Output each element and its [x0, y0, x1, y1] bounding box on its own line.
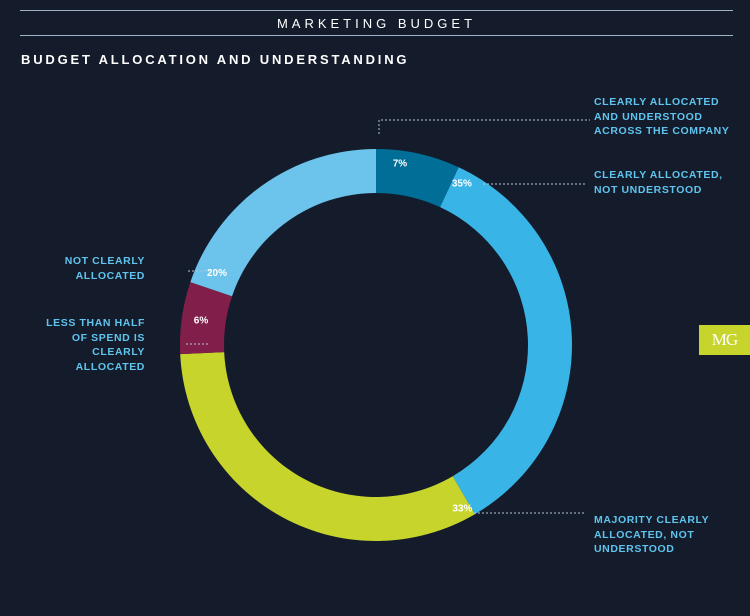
chart-header: MARKETING BUDGET [20, 10, 733, 36]
slice-understood [376, 149, 459, 208]
slice-less-than-half [180, 282, 233, 355]
slice-not-understood [440, 167, 572, 515]
pct-label-majority: 33% [452, 503, 472, 514]
pct-label-understood: 7% [393, 159, 408, 170]
slice-label-less-than-half: LESS THAN HALF OF SPEND IS CLEARLY ALLOC… [46, 317, 145, 373]
pct-label-not-clearly: 20% [207, 268, 227, 279]
chart-subtitle: BUDGET ALLOCATION AND UNDERSTANDING [21, 52, 410, 67]
pct-label-less-than-half: 6% [194, 315, 209, 326]
slice-majority [180, 352, 475, 541]
slice-label-not-clearly: NOT CLEARLY ALLOCATED [64, 255, 145, 282]
mg-logo: MG [699, 325, 750, 355]
slice-label-majority: MAJORITY CLEARLY ALLOCATED, NOT UNDERSTO… [594, 514, 710, 555]
pct-label-not-understood: 35% [452, 178, 472, 189]
slice-not-clearly [190, 149, 376, 297]
header-title: MARKETING BUDGET [276, 15, 477, 31]
leader-line-understood [378, 119, 590, 134]
slice-label-not-understood: CLEARLY ALLOCATED, NOT UNDERSTOOD [594, 169, 723, 196]
slice-label-understood: CLEARLY ALLOCATED AND UNDERSTOOD ACROSS … [594, 96, 730, 137]
